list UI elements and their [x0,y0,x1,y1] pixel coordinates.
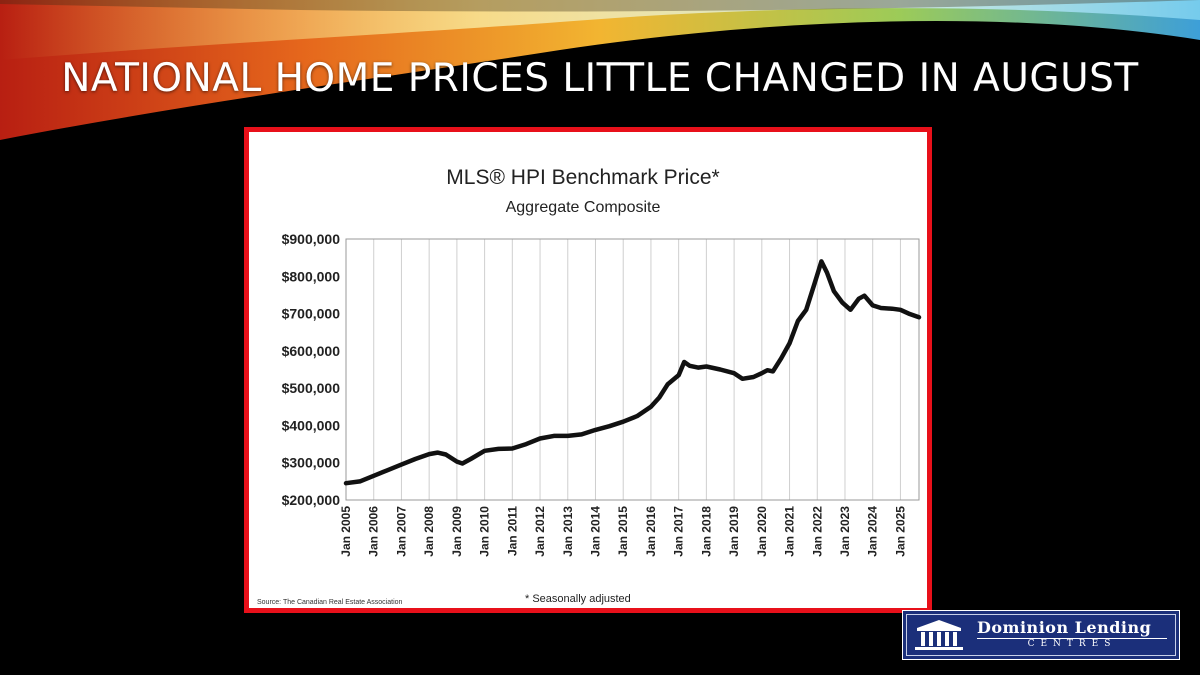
building-columns-icon [915,620,963,650]
x-tick-label: Jan 2006 [367,506,381,557]
x-tick-label: Jan 2018 [699,506,713,557]
chart-source: Source: The Canadian Real Estate Associa… [257,599,403,606]
x-tick-label: Jan 2016 [644,506,658,557]
chart-grid [345,239,901,500]
x-tick-label: Jan 2015 [616,506,630,557]
chart-frame: MLS® HPI Benchmark Price* Aggregate Comp… [244,127,932,613]
chart-title: MLS® HPI Benchmark Price* [446,166,719,189]
x-tick-label: Jan 2022 [810,506,824,557]
chart-subtitle: Aggregate Composite [506,199,661,216]
y-tick-label: $700,000 [282,306,341,322]
x-tick-label: Jan 2008 [422,506,436,557]
chart-footnote: * Seasonally adjusted [525,593,631,605]
x-tick-label: Jan 2010 [478,506,492,557]
x-tick-label: Jan 2024 [866,506,880,557]
x-tick-label: Jan 2017 [672,506,686,557]
series-line-hpi [343,259,922,486]
x-tick-label: Jan 2019 [727,506,741,557]
x-tick-label: Jan 2021 [783,506,797,557]
logo-divider [977,638,1167,639]
y-tick-label: $900,000 [282,231,341,247]
x-tick-label: Jan 2020 [755,506,769,557]
logo-subtitle: CENTRES [1027,639,1117,649]
x-tick-label: Jan 2013 [561,506,575,557]
x-tick-label: Jan 2014 [588,506,602,557]
x-tick-label: Jan 2005 [339,506,353,557]
dominion-lending-logo: Dominion Lending CENTRES [902,610,1180,660]
y-tick-label: $500,000 [282,380,341,396]
x-tick-label: Jan 2023 [838,506,852,557]
logo-border [906,614,1176,656]
y-tick-label: $200,000 [282,492,341,508]
x-tick-label: Jan 2007 [394,506,408,557]
line-chart: MLS® HPI Benchmark Price* Aggregate Comp… [257,166,922,606]
header-swoosh-graphic [0,0,1200,140]
slide-title: NATIONAL HOME PRICES LITTLE CHANGED IN A… [61,56,1139,101]
x-tick-label: Jan 2012 [533,506,547,557]
logo-name: Dominion Lending [977,618,1152,637]
y-axis: $200,000 $300,000 $400,000 $500,000 $600,000… [282,231,341,508]
plot-area [345,238,920,501]
x-tick-label: Jan 2009 [450,506,464,557]
y-tick-label: $400,000 [282,417,341,433]
y-tick-label: $800,000 [282,268,341,284]
y-tick-label: $600,000 [282,343,341,359]
x-tick-label: Jan 2011 [505,506,519,556]
x-tick-label: Jan 2025 [893,506,907,557]
x-axis: Jan 2005 Jan 2006 Jan 2007 Jan 2008 Jan 2009… [339,506,907,557]
y-tick-label: $300,000 [282,455,341,471]
